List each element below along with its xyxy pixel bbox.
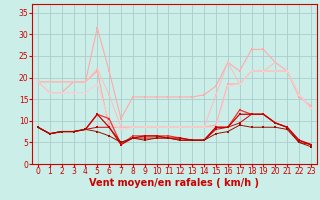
X-axis label: Vent moyen/en rafales ( km/h ): Vent moyen/en rafales ( km/h ) — [89, 178, 260, 188]
